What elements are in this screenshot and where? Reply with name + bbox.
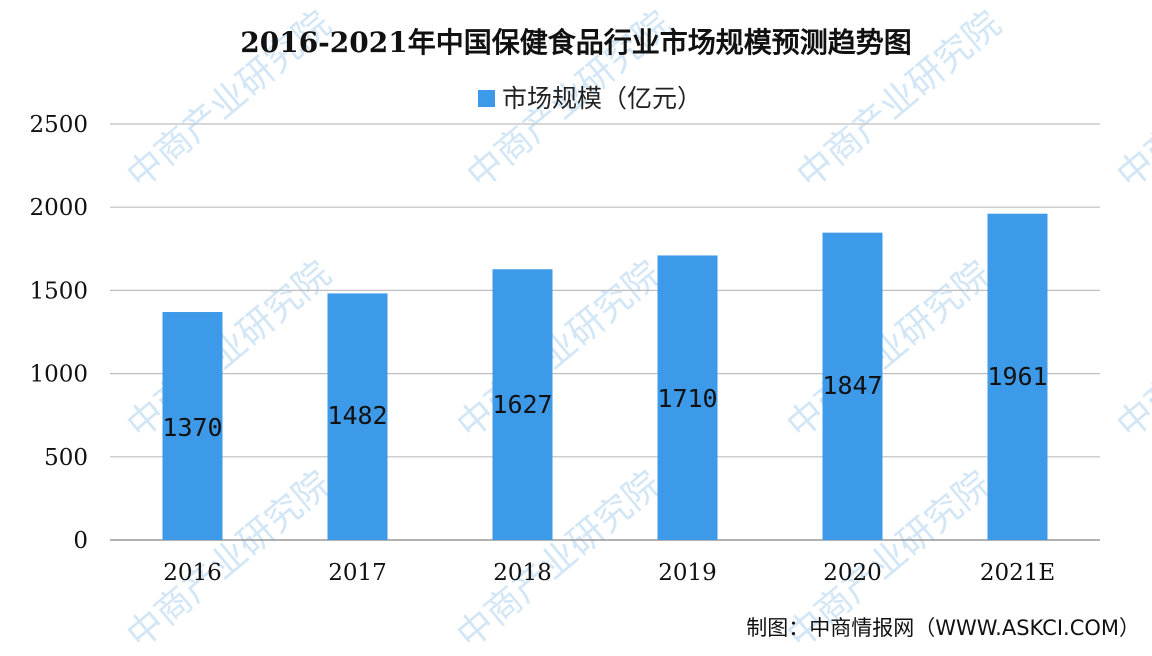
legend: 市场规模（亿元） xyxy=(478,84,702,113)
x-axis-ticks: 2016 2017 2018 2019 2020 2021E xyxy=(163,560,1055,586)
data-label: 1482 xyxy=(327,401,387,430)
bar xyxy=(492,269,553,540)
x-tick-label: 2020 xyxy=(823,560,882,586)
x-tick-label: 2018 xyxy=(493,560,552,586)
bar xyxy=(657,255,718,540)
legend-swatch xyxy=(478,90,495,107)
x-tick-label: 2016 xyxy=(163,560,222,586)
watermark: 中商产业研究院 xyxy=(1109,3,1152,196)
bar xyxy=(987,213,1048,540)
bar xyxy=(327,293,388,540)
y-tick-label: 500 xyxy=(44,445,88,471)
bars xyxy=(162,213,1048,541)
y-tick-label: 1000 xyxy=(29,362,88,388)
bar xyxy=(822,232,883,541)
chart-title: 2016-2021年中国保健食品行业市场规模预测趋势图 xyxy=(240,26,911,59)
source-note: 制图：中商情报网（WWW.ASKCI.COM） xyxy=(746,616,1140,640)
bar xyxy=(162,312,223,540)
legend-label: 市场规模（亿元） xyxy=(502,84,702,113)
y-tick-label: 0 xyxy=(73,528,88,554)
watermark: 中商产业研究院 xyxy=(779,253,998,446)
data-label: 1710 xyxy=(657,384,717,413)
data-label: 1847 xyxy=(822,371,882,400)
x-tick-label: 2017 xyxy=(328,560,387,586)
y-axis-ticks: 0 500 1000 1500 2000 2500 xyxy=(29,112,88,554)
y-tick-label: 2500 xyxy=(29,112,88,138)
data-label: 1627 xyxy=(492,390,552,419)
y-tick-label: 1500 xyxy=(29,278,88,304)
watermark: 中商产业研究院 xyxy=(119,463,338,652)
watermark: 中商产业研究院 xyxy=(449,463,668,652)
data-labels: 1370 1482 1627 1710 1847 1961 xyxy=(162,362,1047,442)
gridlines xyxy=(110,123,1100,541)
data-label: 1961 xyxy=(987,362,1047,391)
y-tick-label: 2000 xyxy=(29,195,88,221)
x-tick-label: 2021E xyxy=(980,560,1055,586)
watermark: 中商产业研究院 xyxy=(119,253,338,446)
watermark: 中商产业研究院 xyxy=(449,253,668,446)
watermark: 中商产业研究院 xyxy=(1109,253,1152,446)
data-label: 1370 xyxy=(162,413,222,442)
x-tick-label: 2019 xyxy=(658,560,717,586)
